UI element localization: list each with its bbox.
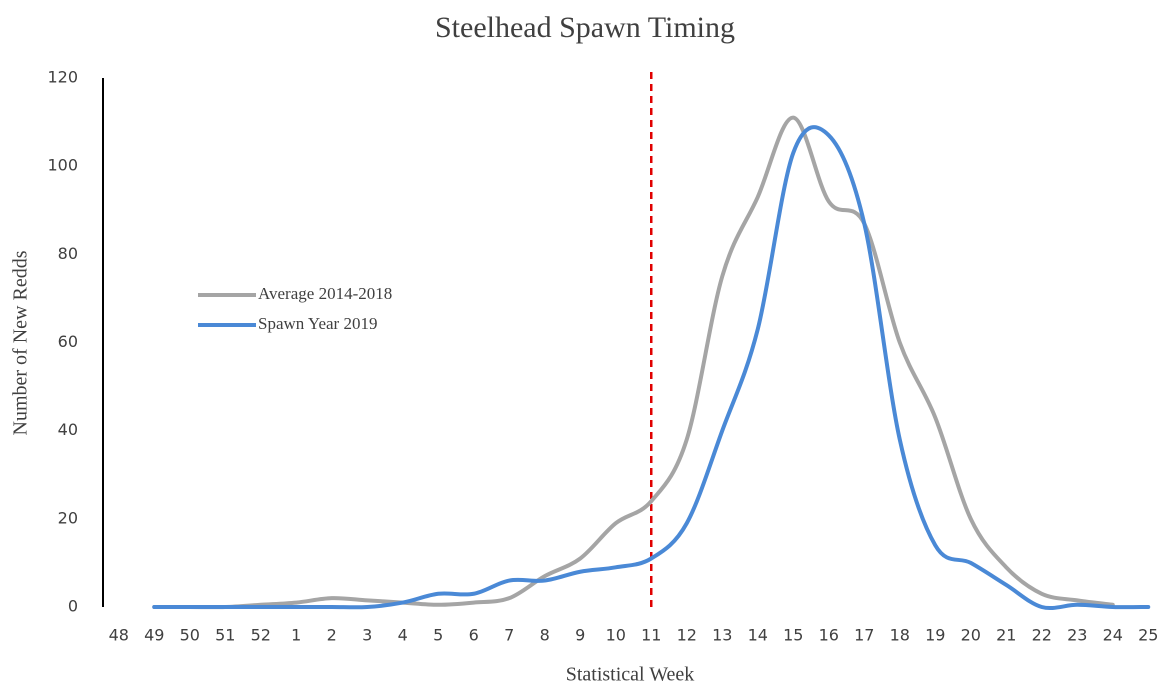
x-tick-label: 10	[606, 626, 626, 645]
x-tick-label: 24	[1103, 626, 1123, 645]
x-tick-label: 3	[362, 626, 372, 645]
x-tick-label: 1	[291, 626, 301, 645]
x-axis-title: Statistical Week	[566, 664, 695, 686]
chart-title: Steelhead Spawn Timing	[435, 11, 735, 44]
y-tick-label: 120	[47, 68, 78, 87]
y-axis-title: Number of New Redds	[10, 250, 32, 435]
y-tick-label: 60	[58, 332, 78, 351]
x-tick-label: 17	[854, 626, 874, 645]
x-tick-label: 7	[504, 626, 514, 645]
x-tick-label: 8	[540, 626, 550, 645]
x-tick-label: 52	[251, 626, 271, 645]
y-tick-label: 100	[47, 156, 78, 175]
x-tick-label: 49	[144, 626, 164, 645]
series-line	[152, 125, 1151, 611]
x-tick-label: 12	[677, 626, 697, 645]
x-tick-label: 16	[819, 626, 839, 645]
x-tick-label: 48	[109, 626, 129, 645]
x-tick-label: 4	[398, 626, 408, 645]
series-line	[152, 115, 1115, 610]
x-tick-label: 19	[925, 626, 945, 645]
x-tick-label: 51	[215, 626, 235, 645]
x-tick-label: 2	[327, 626, 337, 645]
x-tick-label: 6	[469, 626, 479, 645]
x-tick-label: 13	[712, 626, 732, 645]
x-tick-label: 25	[1138, 626, 1158, 645]
x-tick-label: 11	[641, 626, 661, 645]
y-tick-label: 0	[68, 597, 78, 616]
legend-label: Spawn Year 2019	[258, 314, 377, 333]
x-tick-label: 20	[961, 626, 981, 645]
y-tick-label: 80	[58, 244, 78, 263]
x-tick-label: 15	[783, 626, 803, 645]
x-tick-label: 23	[1067, 626, 1087, 645]
x-tick-label: 5	[433, 626, 443, 645]
x-tick-label: 22	[1032, 626, 1052, 645]
y-tick-label: 20	[58, 508, 78, 527]
x-tick-label: 50	[180, 626, 200, 645]
x-tick-label: 18	[890, 626, 910, 645]
x-tick-label: 21	[996, 626, 1016, 645]
legend-label: Average 2014-2018	[258, 284, 392, 303]
x-tick-label: 14	[748, 626, 768, 645]
x-tick-label: 9	[575, 626, 585, 645]
y-tick-label: 40	[58, 420, 78, 439]
